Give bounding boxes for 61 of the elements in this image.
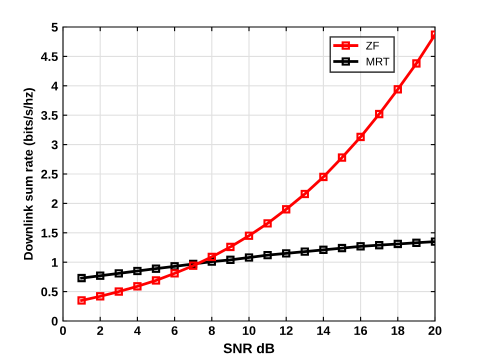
point: [152, 264, 160, 273]
point: [244, 232, 254, 240]
point: [114, 287, 123, 296]
point: [412, 238, 421, 247]
y-tick-label: 3: [51, 140, 58, 150]
point: [300, 190, 309, 198]
point: [133, 266, 142, 276]
point: [319, 246, 328, 254]
x-tick-label: 14: [317, 326, 330, 335]
y-tick-label: 1.5: [42, 228, 58, 238]
point: [77, 296, 86, 305]
point: [300, 247, 309, 256]
point: [226, 256, 235, 264]
point: [282, 205, 290, 214]
point: [338, 153, 346, 162]
y-tick-label: 0: [52, 316, 58, 326]
legend-label: ZF: [366, 42, 379, 50]
point: [319, 172, 328, 182]
point: [356, 132, 365, 142]
y-tick-label: 4: [51, 82, 58, 90]
x-tick-label: 20: [428, 326, 442, 336]
point: [263, 250, 272, 260]
x-tick-label: 0: [60, 326, 66, 336]
point: [96, 292, 104, 300]
point: [77, 274, 86, 282]
x-tick-label: 16: [354, 326, 368, 336]
point: [96, 272, 104, 280]
y-tick-label: 0.5: [41, 287, 58, 296]
y-tick-label: 4.5: [40, 52, 58, 62]
point: [170, 262, 179, 270]
y-axis-title: Downlink sum rate (bits/s/hz): [24, 88, 36, 260]
x-tick-label: 4: [134, 326, 141, 335]
point: [226, 242, 235, 252]
point: [282, 249, 290, 258]
y-tick-label: 2.5: [41, 170, 58, 179]
point: [152, 276, 160, 285]
x-tick-label: 8: [208, 326, 215, 336]
point: [114, 269, 123, 278]
x-tick-label: 12: [280, 326, 293, 335]
point: [412, 59, 421, 68]
point: [375, 240, 384, 250]
x-axis-title: SNR dB: [224, 343, 274, 354]
x-tick-label: 6: [172, 326, 178, 336]
point: [133, 282, 142, 290]
point: [375, 110, 384, 118]
point: [338, 244, 346, 252]
y-tick-label: 2: [52, 199, 58, 208]
point: [356, 242, 365, 250]
x-tick-label: 18: [392, 326, 404, 336]
point: [244, 253, 254, 262]
y-tick-label: 5: [52, 22, 58, 32]
point: [394, 240, 402, 248]
point: [208, 252, 216, 262]
legend-label: MRT: [366, 58, 390, 66]
point: [170, 269, 179, 278]
x-tick-label: 10: [242, 326, 256, 336]
point: [394, 85, 402, 94]
y-tick-label: 1: [52, 258, 58, 267]
y-tick-label: 3.5: [41, 111, 58, 120]
point: [263, 219, 272, 228]
x-tick-label: 2: [97, 326, 104, 335]
